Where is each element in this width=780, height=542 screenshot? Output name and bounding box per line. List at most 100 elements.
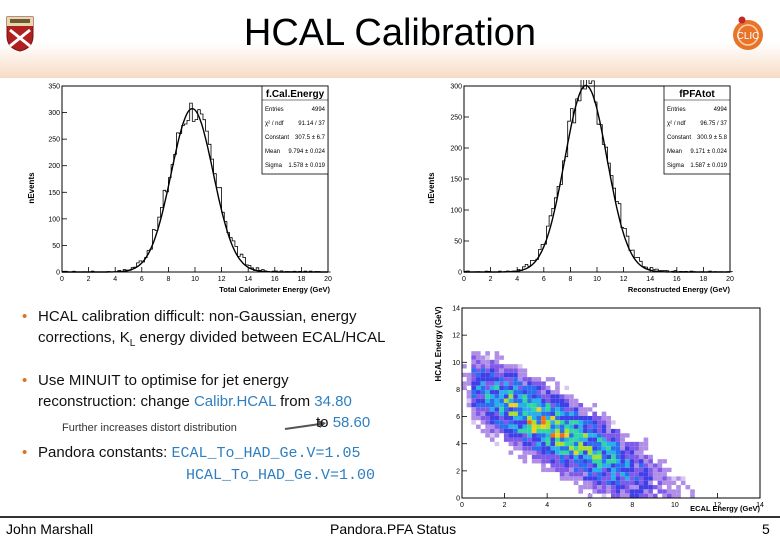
density-cell xyxy=(489,428,495,434)
density-cell xyxy=(569,454,574,460)
slide-title: HCAL Calibration xyxy=(243,12,537,54)
density-cell xyxy=(475,351,481,356)
density-cell xyxy=(648,459,653,464)
density-cell xyxy=(545,428,551,434)
density-cell xyxy=(531,394,537,399)
page-number: 5 xyxy=(762,521,770,537)
density-cell xyxy=(541,398,546,403)
y-tick-label: 200 xyxy=(450,146,462,153)
density-cell xyxy=(489,398,495,403)
density-cell xyxy=(601,485,607,490)
density-cell xyxy=(550,459,556,464)
density-cell xyxy=(545,411,551,416)
density-cell xyxy=(531,420,537,425)
density-cell xyxy=(671,480,677,486)
density-cell xyxy=(550,450,556,455)
density-cell xyxy=(629,454,635,460)
density-cell xyxy=(545,420,551,425)
density-cell xyxy=(550,428,556,434)
density-cell xyxy=(662,467,667,473)
density-cell xyxy=(475,407,481,412)
x-tick-label: 14 xyxy=(646,276,654,283)
density-cell xyxy=(578,437,584,442)
density-cell xyxy=(592,472,598,477)
density-cell xyxy=(638,476,644,481)
density-cell xyxy=(536,381,542,386)
density-cell xyxy=(578,420,584,425)
density-cell xyxy=(592,467,598,473)
density-cell xyxy=(527,394,532,399)
stats-key: Sigma xyxy=(265,163,283,169)
density-cell xyxy=(583,424,588,429)
bullet2-text-a: reconstruction: change xyxy=(38,393,194,410)
density-cell xyxy=(503,411,509,416)
density-cell xyxy=(587,493,593,498)
density-cell xyxy=(555,433,560,438)
density-cell xyxy=(471,407,476,412)
density-cell xyxy=(578,441,584,447)
density-cell xyxy=(545,394,551,399)
density-cell xyxy=(545,390,551,395)
density-cell xyxy=(587,454,593,460)
density-cell xyxy=(601,463,607,468)
stats-key: Sigma xyxy=(667,163,685,169)
density-cell xyxy=(690,493,695,498)
density-cell xyxy=(606,441,611,447)
density-cell xyxy=(550,377,556,382)
density-cell xyxy=(611,493,616,498)
y-tick-label: 300 xyxy=(48,110,60,117)
density-cell xyxy=(559,437,565,442)
density-cell xyxy=(462,381,467,386)
density-cell xyxy=(503,385,509,391)
density-cell xyxy=(536,377,542,382)
density-cell xyxy=(513,398,518,403)
stats-key: Entries xyxy=(265,107,284,113)
x-tick-label: 6 xyxy=(140,276,144,283)
density-cell xyxy=(462,364,467,369)
density-cell xyxy=(536,398,542,403)
density-cell xyxy=(541,446,546,451)
density-cell xyxy=(489,372,495,378)
density-cell xyxy=(489,385,495,391)
density-cell xyxy=(569,450,574,455)
density-cell xyxy=(545,385,551,391)
density-cell xyxy=(620,493,625,498)
density-cell xyxy=(657,467,663,473)
ecal-to-had-constant: ECAL_To_HAD_Ge.V=1.05 xyxy=(171,445,361,462)
y-tick-label: 100 xyxy=(48,216,60,223)
density-cell xyxy=(606,480,611,486)
density-cell xyxy=(508,450,514,455)
density-cell xyxy=(662,493,667,498)
density-cell xyxy=(620,476,625,481)
density-cell xyxy=(499,377,504,382)
density-cell xyxy=(536,446,542,451)
density-cell xyxy=(466,381,472,386)
density-cell xyxy=(517,394,523,399)
density-cell xyxy=(606,463,611,468)
density-cell xyxy=(503,428,509,434)
density-cell xyxy=(643,467,649,473)
left-gaussian-fit xyxy=(62,107,328,273)
scatter-ylabel: HCAL Energy (GeV) xyxy=(434,306,443,381)
density-cell xyxy=(615,454,621,460)
density-cell xyxy=(462,385,467,391)
density-cell xyxy=(480,415,486,421)
density-cell xyxy=(559,450,565,455)
density-cell xyxy=(643,493,649,498)
density-cell xyxy=(615,450,621,455)
density-cell xyxy=(564,459,570,464)
density-cell xyxy=(597,454,602,460)
density-cell xyxy=(606,472,611,477)
density-cell xyxy=(573,459,579,464)
density-cell xyxy=(583,437,588,442)
density-cell xyxy=(587,450,593,455)
density-cell xyxy=(466,403,472,408)
density-cell xyxy=(508,390,514,395)
density-cell xyxy=(522,398,528,403)
density-cell xyxy=(601,446,607,451)
density-cell xyxy=(592,446,598,451)
density-cell xyxy=(578,450,584,455)
density-cell xyxy=(564,476,570,481)
density-cell xyxy=(531,459,537,464)
density-cell xyxy=(578,415,584,421)
